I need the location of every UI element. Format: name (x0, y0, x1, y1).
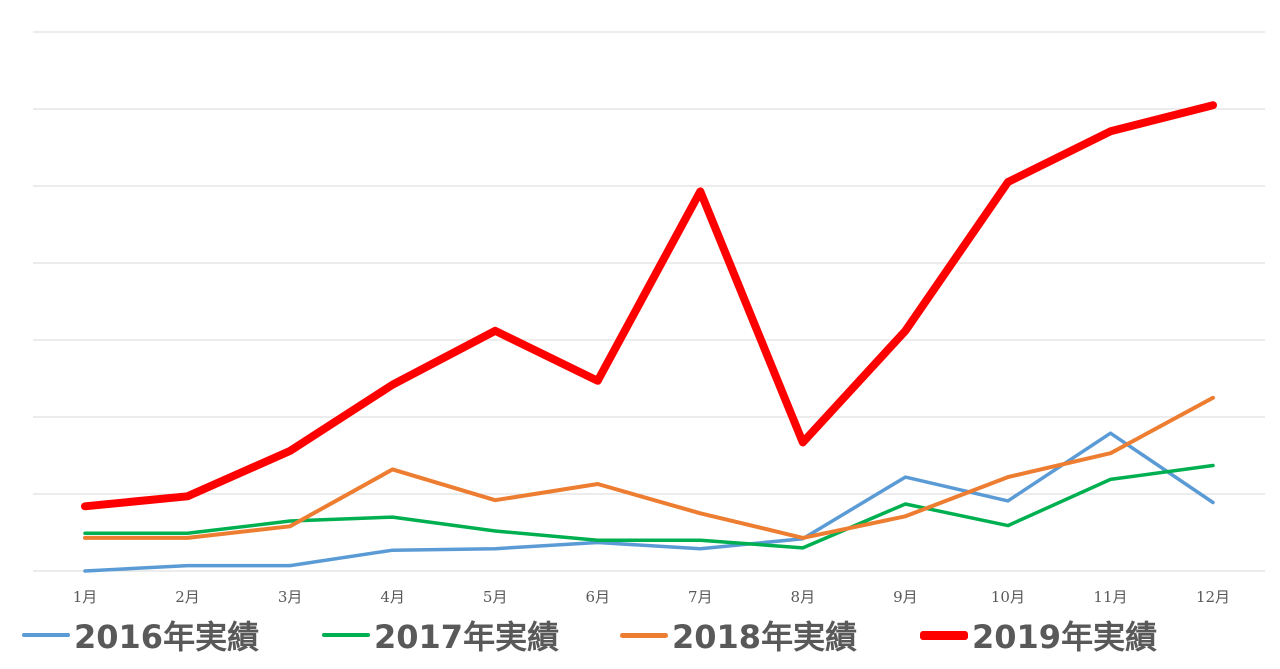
x-tick-label: 11月 (1093, 588, 1127, 606)
x-tick-label: 4月 (380, 588, 405, 606)
legend-swatch (22, 633, 70, 637)
series-line-4 (81, 101, 1217, 511)
series-line-2 (83, 463, 1215, 550)
legend-item: 2019年実績 (920, 610, 1157, 660)
legend-swatch (620, 632, 668, 638)
legend: 2016年実績 2017年実績 2018年実績 2019年実績 (0, 610, 1280, 660)
legend-label: 2018年実績 (672, 618, 858, 656)
x-tick-label: 10月 (991, 588, 1025, 606)
x-tick-label: 3月 (278, 588, 303, 606)
line-chart: 1月 2月 3月 4月 5月 6月 7月 8月 9月 10月 11月 12月 (33, 31, 1265, 606)
legend-swatch (322, 633, 370, 637)
x-tick-label: 2月 (175, 588, 200, 606)
series-line-3 (83, 395, 1215, 540)
legend-label: 2016年実績 (74, 618, 260, 656)
series-line-1 (83, 431, 1215, 573)
legend-label: 2019年実績 (972, 618, 1158, 656)
gridlines (33, 31, 1265, 572)
x-tick-label: 9月 (893, 588, 918, 606)
legend-item: 2016年実績 (22, 610, 259, 660)
legend-item: 2018年実績 (620, 610, 857, 660)
x-tick-label: 12月 (1196, 588, 1230, 606)
x-axis-tick-labels: 1月 2月 3月 4月 5月 6月 7月 8月 9月 10月 11月 12月 (73, 588, 1230, 606)
x-tick-label: 6月 (585, 588, 610, 606)
x-tick-label: 5月 (483, 588, 508, 606)
legend-item: 2017年実績 (322, 610, 559, 660)
series-lines (81, 101, 1217, 573)
x-tick-label: 7月 (688, 588, 713, 606)
legend-swatch (920, 630, 968, 640)
x-tick-label: 1月 (73, 588, 98, 606)
legend-label: 2017年実績 (374, 618, 560, 656)
x-tick-label: 8月 (791, 588, 816, 606)
